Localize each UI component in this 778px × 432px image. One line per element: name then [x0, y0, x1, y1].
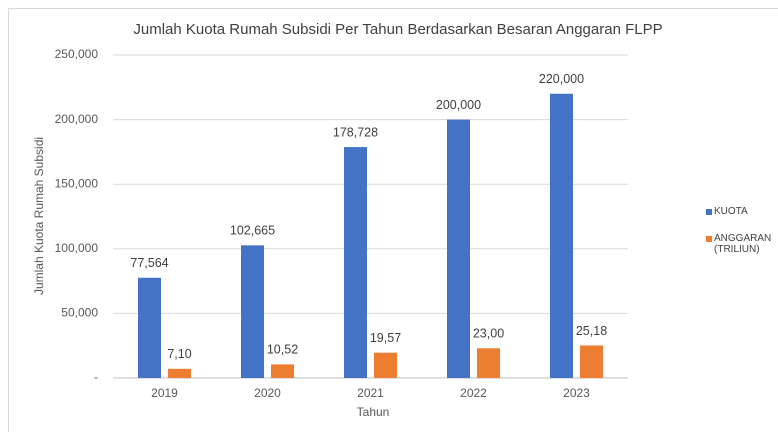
x-axis-label: Tahun: [357, 405, 390, 419]
y-tick-label: -: [94, 370, 98, 384]
value-label: 23,00: [473, 327, 504, 341]
x-tick-label: 2023: [563, 386, 590, 400]
value-label: 200,000: [436, 98, 481, 112]
bar: [374, 352, 397, 378]
value-label: 178,728: [333, 125, 378, 139]
value-label: 102,665: [230, 224, 275, 238]
legend-label: KUOTA: [714, 206, 748, 217]
value-label: 10,52: [267, 343, 298, 357]
value-label: 19,57: [370, 331, 401, 345]
x-tick-label: 2022: [460, 386, 487, 400]
value-label: 7,10: [167, 347, 191, 361]
x-tick-label: 2021: [357, 386, 384, 400]
bar: [550, 93, 573, 378]
y-tick-label: 250,000: [55, 47, 99, 61]
y-tick-label: 150,000: [55, 176, 99, 190]
value-label: 25,18: [576, 324, 607, 338]
y-axis-label: Jumlah Kuota Rumah Subsidi: [32, 137, 46, 295]
legend-label: ANGGARAN (TRILIUN): [714, 233, 772, 255]
legend-swatch: [706, 236, 712, 242]
value-label: 77,564: [130, 256, 168, 270]
x-tick-label: 2019: [151, 386, 178, 400]
y-tick-label: 100,000: [55, 241, 99, 255]
legend-swatch: [706, 209, 712, 215]
bar: [477, 348, 500, 378]
bar: [138, 277, 161, 378]
bar: [344, 147, 367, 378]
bar: [447, 119, 470, 378]
value-label: 220,000: [539, 72, 584, 86]
chart-title: Jumlah Kuota Rumah Subsidi Per Tahun Ber…: [133, 21, 662, 38]
bar: [580, 345, 603, 378]
y-tick-label: 50,000: [61, 306, 98, 320]
bar: [241, 245, 264, 378]
bar: [168, 368, 191, 378]
y-tick-label: 200,000: [55, 112, 99, 126]
bar: [271, 364, 294, 378]
chart-border: [8, 8, 778, 432]
x-tick-label: 2020: [254, 386, 281, 400]
